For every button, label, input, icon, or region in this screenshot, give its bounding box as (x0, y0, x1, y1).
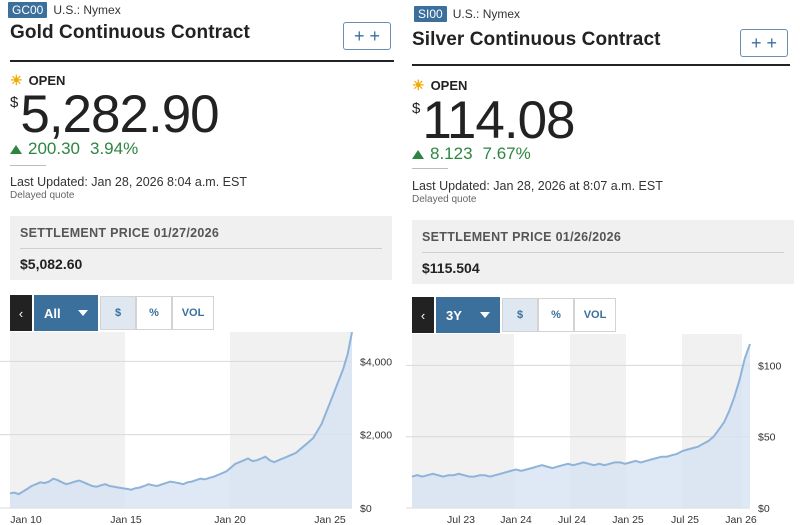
chevron-left-icon[interactable]: ‹ (10, 295, 32, 331)
x-tick-label: Jan 20 (214, 514, 246, 525)
instrument-title: Gold Continuous Contract (10, 22, 250, 43)
volume-toggle-button[interactable]: VOL (574, 298, 616, 332)
x-tick-label: Jan 15 (110, 514, 142, 525)
settlement-value: $115.504 (422, 260, 480, 276)
caret-down-icon (78, 310, 88, 316)
last-price: 114.08 (422, 91, 575, 150)
change-percent: 3.94% (90, 139, 139, 158)
volume-toggle-button[interactable]: VOL (172, 296, 214, 330)
price-change: 200.30 3.94% (10, 139, 138, 159)
dollar-toggle-button[interactable]: $ (100, 296, 136, 330)
caret-down-icon (480, 312, 490, 318)
title-divider (10, 60, 394, 62)
range-dropdown-label: All (44, 305, 61, 321)
change-value: 200.30 (28, 139, 80, 158)
x-tick-label: Jan 25 (612, 514, 644, 525)
exchange-label: U.S.: Nymex (53, 3, 121, 17)
up-arrow-icon (10, 144, 22, 154)
percent-toggle-button[interactable]: % (136, 296, 172, 330)
price-line (411, 343, 751, 478)
last-updated: Last Updated: Jan 28, 2026 at 8:07 a.m. … (412, 179, 663, 193)
dollar-toggle-button[interactable]: $ (502, 298, 538, 332)
y-tick-label: $0 (758, 503, 770, 515)
price-area (10, 332, 352, 508)
last-updated: Last Updated: Jan 28, 2026 8:04 a.m. EST (10, 175, 247, 189)
price-display: $ 114.08 (412, 91, 576, 150)
settlement-divider (422, 252, 784, 253)
add-to-watchlist-button[interactable]: + + (343, 22, 391, 50)
instrument-title: Silver Continuous Contract (412, 29, 661, 50)
instrument-tag: SI00 U.S.: Nymex (414, 6, 520, 22)
delayed-quote: Delayed quote (10, 190, 75, 201)
x-tick-label: Jan 26 (725, 514, 757, 525)
sun-icon: ☀ (412, 77, 425, 93)
up-arrow-icon (412, 149, 424, 159)
currency-symbol: $ (10, 94, 19, 111)
y-tick-label: $100 (758, 360, 782, 372)
settlement-box: SETTLEMENT PRICE 01/26/2026 $115.504 (412, 220, 794, 284)
title-divider (412, 64, 790, 66)
price-display: $ 5,282.90 (10, 85, 220, 144)
ticker-badge[interactable]: SI00 (414, 6, 447, 22)
silver-price-chart[interactable]: $100 $50 $0 Jul 23 Jan 24 Jul 24 Jan 25 Jul 25 J… (406, 334, 800, 525)
chart-toolbar: ‹ All $ % VOL (10, 295, 214, 331)
x-tick-label: Jul 24 (558, 514, 586, 525)
currency-symbol: $ (412, 100, 421, 117)
sun-icon: ☀ (10, 72, 23, 88)
y-tick-label: $2,000 (360, 430, 392, 442)
y-tick-label: $4,000 (360, 356, 392, 368)
add-to-watchlist-button[interactable]: + + (740, 29, 788, 57)
settlement-value: $5,082.60 (20, 256, 83, 272)
range-dropdown-label: 3Y (446, 307, 462, 323)
short-divider (412, 168, 448, 169)
price-area (412, 344, 750, 508)
range-dropdown[interactable]: All (34, 295, 98, 331)
market-status-label: OPEN (430, 78, 468, 93)
x-tick-label: Jan 24 (500, 514, 532, 525)
x-tick-label: Jul 25 (671, 514, 699, 525)
settlement-label: SETTLEMENT PRICE 01/26/2026 (422, 230, 622, 244)
range-dropdown[interactable]: 3Y (436, 297, 500, 333)
x-tick-label: Jan 25 (314, 514, 346, 525)
settlement-box: SETTLEMENT PRICE 01/27/2026 $5,082.60 (10, 216, 392, 280)
change-percent: 7.67% (482, 144, 531, 163)
gold-price-chart[interactable]: $4,000 $2,000 $0 Jan 10 Jan 15 Jan 20 Jan 25 (0, 332, 394, 525)
y-tick-label: $50 (758, 432, 776, 444)
x-tick-label: Jan 10 (10, 514, 42, 525)
short-divider (10, 165, 46, 166)
percent-toggle-button[interactable]: % (538, 298, 574, 332)
market-status: ☀ OPEN (10, 72, 65, 89)
price-line (9, 332, 353, 496)
y-tick-label: $0 (360, 503, 372, 515)
market-status-label: OPEN (28, 73, 66, 88)
instrument-tag: GC00 U.S.: Nymex (8, 2, 121, 18)
price-change: 8.123 7.67% (412, 144, 531, 164)
x-tick-label: Jul 23 (447, 514, 475, 525)
chevron-left-icon[interactable]: ‹ (412, 297, 434, 333)
settlement-divider (20, 248, 382, 249)
exchange-label: U.S.: Nymex (452, 7, 521, 21)
market-status: ☀ OPEN (412, 77, 467, 94)
chart-band (10, 332, 125, 508)
change-value: 8.123 (430, 144, 473, 163)
last-price: 5,282.90 (20, 85, 219, 144)
delayed-quote: Delayed quote (412, 194, 477, 205)
chart-toolbar: ‹ 3Y $ % VOL (412, 297, 616, 333)
ticker-badge[interactable]: GC00 (8, 2, 48, 18)
settlement-label: SETTLEMENT PRICE 01/27/2026 (20, 226, 220, 240)
